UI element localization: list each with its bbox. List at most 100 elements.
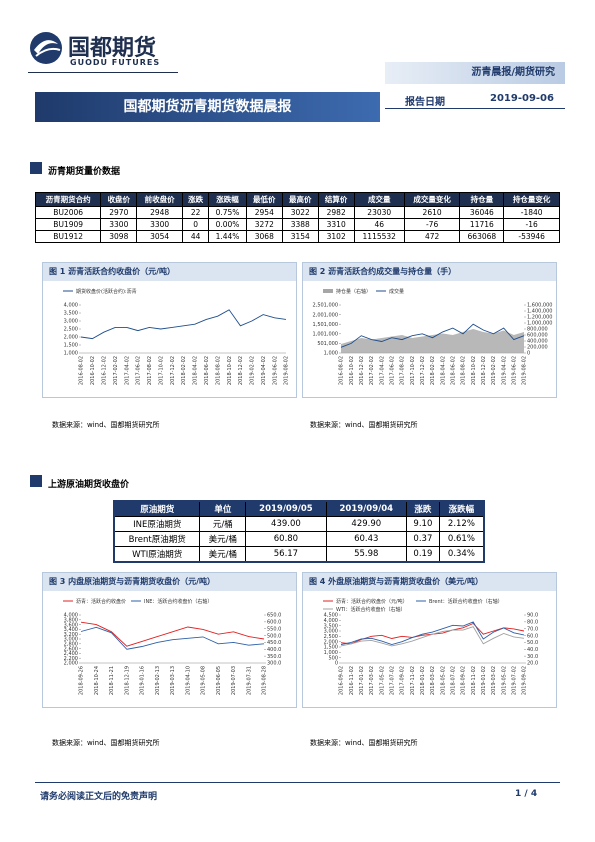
x-tick-label: 2019-03-02: [491, 666, 497, 695]
x-tick-label: 2019-01-02: [481, 666, 487, 695]
header-cell: 成交量变化: [403, 192, 461, 207]
x-tick-label: 2017-10-02: [410, 356, 416, 385]
y-tick-label: 1,000: [324, 351, 338, 357]
x-tick-label: 2019-08-02: [522, 356, 528, 385]
x-tick-label: 2016-12-02: [101, 356, 107, 385]
x-tick-label: 2017-10-02: [158, 356, 164, 385]
x-tick-label: 2018-10-02: [227, 356, 233, 385]
y-tick-label: 1,000: [64, 351, 78, 357]
y-tick-label: 4,000: [324, 618, 338, 624]
y2-tick-label: 600,000: [527, 333, 548, 339]
x-tick-label: 2019-04-10: [185, 666, 191, 695]
x-tick-label: 2019-06-05: [216, 666, 222, 695]
header-cell: 沥青期货合约: [34, 192, 102, 207]
y2-tick-label: 400.0: [267, 647, 281, 653]
legend-label: 沥青：活跃合约收盘价（元/吨）: [336, 598, 408, 605]
header-cell: 最低价: [245, 192, 283, 207]
y-tick-label: 2,200: [64, 656, 78, 662]
area: [341, 329, 524, 353]
x-tick-label: 2018-04-02: [193, 356, 199, 385]
cell: 3388: [281, 218, 319, 231]
x-tick-label: 2019-02-02: [491, 356, 497, 385]
y-tick-label: 2,000: [64, 661, 78, 667]
cell: 3022: [281, 206, 319, 219]
cell: 3054: [136, 230, 184, 243]
y-tick-label: 4,500: [324, 613, 338, 619]
header-cell: 持仓量变化: [503, 192, 560, 207]
rule: [28, 72, 178, 73]
y-tick-label: 2,000: [64, 335, 78, 341]
y2-tick-label: 70.0: [527, 626, 538, 632]
x-tick-label: 2019-02-13: [155, 666, 161, 695]
row: INE原油期货 元/桶 439.00 429.90 9.10 2.12%: [113, 516, 485, 532]
row: BU2006 2970 2948 22 0.75% 2954 3022 2982 23030 26…: [34, 206, 560, 219]
y-tick-label: 3,000: [324, 629, 338, 635]
cell: 2982: [317, 206, 355, 219]
source: 数据来源：wind、国都期货研究所: [52, 421, 160, 429]
figure: 图 1 沥青活跃合约收盘价（元/吨） 期货收盘价(活跃合约):沥青 1,000 1,5…: [42, 262, 297, 398]
x-tick-label: 2018-03-02: [430, 666, 436, 695]
x-tick-label: 2016-12-02: [359, 356, 365, 385]
cell: 60.80: [245, 531, 327, 547]
x-tick-label: 2017-04-02: [124, 356, 130, 385]
report-title: 国都期货沥青期货数据晨报: [35, 92, 380, 122]
y2-tick-label: 200,000: [527, 345, 548, 351]
x-tick-label: 2016-10-02: [90, 356, 96, 385]
x-tick-label: 2019-05-08: [201, 666, 207, 695]
y2-tick-label: 50.0: [527, 640, 538, 646]
legend-label: WTI：活跃合约收盘价（右轴）: [336, 606, 405, 613]
header-cell: 涨跌幅: [208, 192, 247, 207]
legend-label: 期货收盘价(活跃合约):沥青: [76, 288, 137, 295]
x-tick-label: 2017-04-02: [379, 356, 385, 385]
y2-tick-label: 1,600,000: [527, 303, 552, 309]
x-tick-label: 2017-12-02: [170, 356, 176, 385]
figure: 图 2 沥青活跃合约成交量与持仓量（手） 持仓量（右轴） 成交量 1,000 501,0…: [302, 262, 557, 398]
cell: 3098: [100, 230, 138, 243]
y-tick-label: 3,800: [64, 618, 78, 624]
y-tick-label: 1,501,000: [313, 322, 338, 328]
x-tick-label: 2018-10-02: [471, 356, 477, 385]
header-cell: 涨跌: [182, 192, 210, 207]
cell: -1840: [503, 206, 560, 219]
source: 数据来源：wind、国都期货研究所: [52, 739, 160, 747]
header-cell: 原油期货: [113, 500, 201, 517]
legend-swatch: [323, 289, 333, 293]
y-tick-label: 2,800: [64, 642, 78, 648]
cell: 60.43: [325, 531, 407, 547]
x-tick-label: 2019-07-31: [246, 666, 252, 695]
legend-label: 沥青：活跃合约收盘价: [76, 598, 126, 605]
y2-tick-label: 60.0: [527, 633, 538, 639]
x-tick-label: 2017-05-02: [379, 666, 385, 695]
x-tick-label: 2019-07-02: [512, 666, 518, 695]
cell: 0.61%: [438, 531, 485, 547]
cell: 663068: [459, 230, 505, 243]
cell: 46: [353, 218, 405, 231]
cell: 美元/桶: [199, 531, 247, 547]
cell: BU1909: [34, 218, 102, 231]
figure-title: 图 4 外盘原油期货与沥青期货收盘价（美元/吨）: [303, 573, 556, 591]
header-cell: 收盘价: [100, 192, 138, 207]
header-cell: 前收盘价: [136, 192, 184, 207]
x-tick-label: 2018-04-02: [440, 356, 446, 385]
x-tick-label: 2018-02-02: [181, 356, 187, 385]
cell: 2948: [136, 206, 184, 219]
line: [80, 309, 287, 340]
y-tick-label: 2,400: [64, 651, 78, 657]
y-tick-label: 0: [335, 661, 338, 667]
y2-tick-label: 40.0: [527, 647, 538, 653]
y-tick-label: 2,500: [324, 634, 338, 640]
cell: 美元/桶: [199, 546, 247, 563]
x-tick-label: 2018-01-02: [420, 666, 426, 695]
section-icon: [30, 475, 42, 487]
x-tick-label: 2019-05-02: [501, 666, 507, 695]
header-cell: 涨跌: [405, 500, 440, 517]
y-tick-label: 2,000: [324, 639, 338, 645]
x-tick-label: 2017-06-02: [390, 356, 396, 385]
cell: 2970: [100, 206, 138, 219]
x-tick-label: 2019-09-02: [522, 666, 528, 695]
x-tick-label: 2017-11-02: [410, 666, 416, 695]
y-tick-label: 3,500: [64, 311, 78, 317]
disclaimer: 请务必阅读正文后的免责声明: [40, 792, 158, 802]
y-tick-label: 3,200: [64, 632, 78, 638]
x-tick-label: 2018-06-02: [204, 356, 210, 385]
